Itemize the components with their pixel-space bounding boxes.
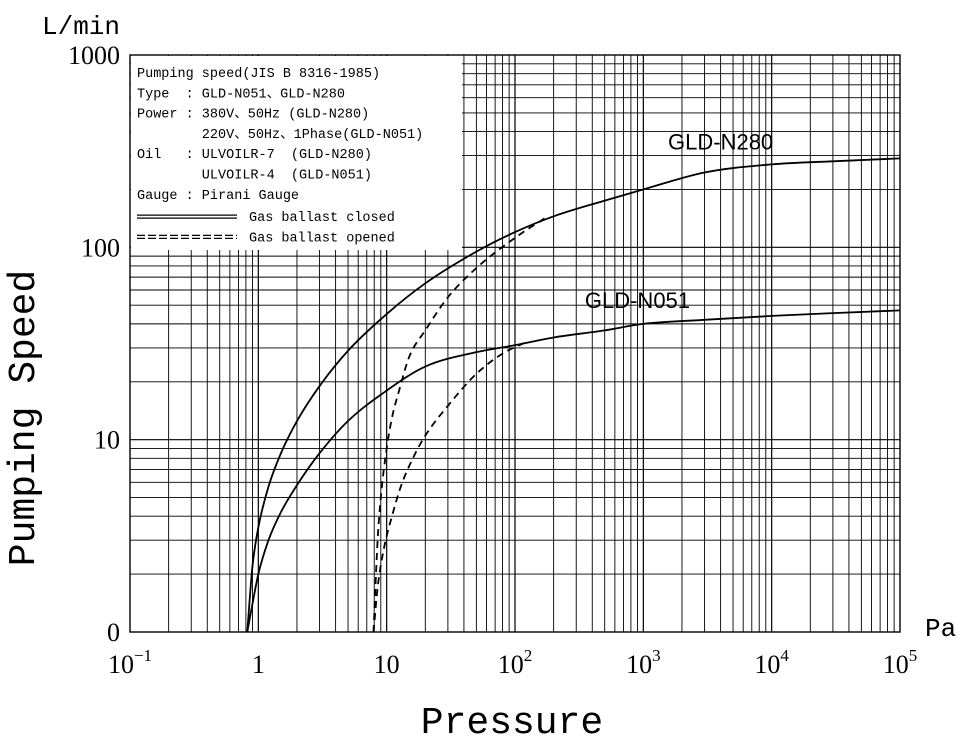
x-axis-title: Pressure bbox=[421, 702, 603, 742]
legend: Pumping speed(JIS B 8316-1985) Type : GLD… bbox=[137, 67, 423, 246]
x-tick-exponent: 4 bbox=[780, 646, 789, 665]
x-tick-exponent: 3 bbox=[652, 646, 661, 665]
legend-entry-label: Gas ballast closed bbox=[249, 211, 395, 226]
series-line-gld-n051-dashed bbox=[372, 341, 526, 633]
series-line-gld-n051-solid bbox=[246, 309, 901, 633]
x-tick-label: 105 bbox=[883, 646, 918, 679]
curves: GLD-N280 GLD-N051 bbox=[246, 130, 901, 633]
y-unit-label: L/min bbox=[42, 12, 120, 42]
series-line-gld-n280-dashed bbox=[372, 215, 549, 633]
series-line-gld-n280-solid bbox=[246, 157, 901, 633]
y-axis-title: Pumping Speed bbox=[3, 270, 46, 566]
x-tick-label: 1 bbox=[252, 650, 265, 679]
x-tick-label: 103 bbox=[626, 646, 661, 679]
series-label-gld-n051: GLD-N051 bbox=[585, 288, 690, 313]
x-unit-label: Pa bbox=[925, 614, 956, 644]
plot-frame bbox=[129, 54, 901, 633]
legend-entry-label: Gas ballast opened bbox=[249, 231, 395, 246]
x-tick-label: 10 bbox=[374, 650, 400, 679]
legend-line: Power : 380V、50Hz (GLD-N280) bbox=[137, 108, 369, 123]
y-tick-label: 1000 bbox=[68, 41, 120, 70]
y-tick-label: 10 bbox=[94, 426, 120, 455]
legend-line: Type : GLD-N051、GLD-N280 bbox=[137, 87, 345, 102]
legend-line: 220V、50Hz、1Phase(GLD-N051) bbox=[137, 128, 423, 143]
x-tick-exponent: 5 bbox=[909, 646, 918, 665]
y-tick-label: 100 bbox=[81, 233, 120, 262]
legend-line: ULVOILR-4 (GLD-N051) bbox=[137, 169, 372, 184]
series-label-gld-n280: GLD-N280 bbox=[668, 130, 773, 155]
x-tick-label: 102 bbox=[498, 646, 533, 679]
x-tick-label: 10−1 bbox=[108, 646, 152, 679]
x-tick-exponent: −1 bbox=[134, 646, 152, 665]
y-tick-label: 0 bbox=[107, 618, 120, 647]
legend-line: Gauge : Pirani Gauge bbox=[137, 189, 299, 204]
legend-line: Pumping speed(JIS B 8316-1985) bbox=[137, 67, 380, 82]
tick-labels: 10−1 1 10 102 103 104 105 0 10 100 1000 bbox=[68, 41, 917, 679]
x-tick-exponent: 2 bbox=[524, 646, 533, 665]
x-tick-label: 104 bbox=[754, 646, 789, 679]
legend-line: Oil : ULVOILR-7 (GLD-N280) bbox=[137, 148, 372, 163]
